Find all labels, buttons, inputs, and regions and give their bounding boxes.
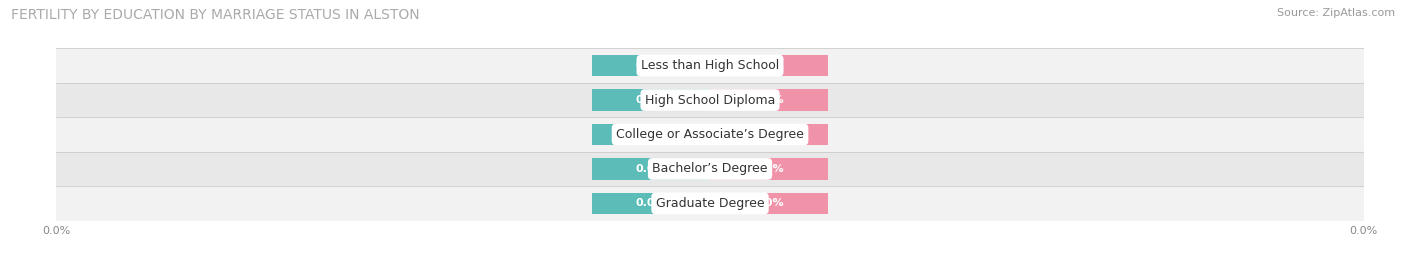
Text: Source: ZipAtlas.com: Source: ZipAtlas.com bbox=[1277, 8, 1395, 18]
Text: 0.0%: 0.0% bbox=[636, 95, 666, 105]
Text: 0.0%: 0.0% bbox=[636, 61, 666, 71]
Bar bbox=[56, 186, 1364, 221]
Bar bbox=[56, 83, 1364, 117]
Bar bbox=[56, 48, 1364, 83]
Text: 0.0%: 0.0% bbox=[754, 198, 785, 208]
Bar bbox=[710, 193, 828, 214]
Text: 0.0%: 0.0% bbox=[636, 164, 666, 174]
Bar bbox=[56, 117, 1364, 152]
Text: High School Diploma: High School Diploma bbox=[645, 94, 775, 107]
Bar bbox=[710, 124, 828, 145]
Bar bbox=[592, 124, 710, 145]
Text: 0.0%: 0.0% bbox=[754, 164, 785, 174]
Bar bbox=[710, 89, 828, 111]
Text: 0.0%: 0.0% bbox=[636, 129, 666, 140]
Text: Less than High School: Less than High School bbox=[641, 59, 779, 72]
Text: Bachelor’s Degree: Bachelor’s Degree bbox=[652, 162, 768, 175]
Bar bbox=[56, 152, 1364, 186]
Text: College or Associate’s Degree: College or Associate’s Degree bbox=[616, 128, 804, 141]
Bar bbox=[592, 55, 710, 76]
Bar bbox=[592, 193, 710, 214]
Text: 0.0%: 0.0% bbox=[754, 95, 785, 105]
Text: 0.0%: 0.0% bbox=[754, 61, 785, 71]
Text: Graduate Degree: Graduate Degree bbox=[655, 197, 765, 210]
Text: 0.0%: 0.0% bbox=[754, 129, 785, 140]
Bar bbox=[592, 89, 710, 111]
Bar bbox=[592, 158, 710, 180]
Text: FERTILITY BY EDUCATION BY MARRIAGE STATUS IN ALSTON: FERTILITY BY EDUCATION BY MARRIAGE STATU… bbox=[11, 8, 420, 22]
Text: 0.0%: 0.0% bbox=[636, 198, 666, 208]
Bar bbox=[710, 158, 828, 180]
Bar bbox=[710, 55, 828, 76]
